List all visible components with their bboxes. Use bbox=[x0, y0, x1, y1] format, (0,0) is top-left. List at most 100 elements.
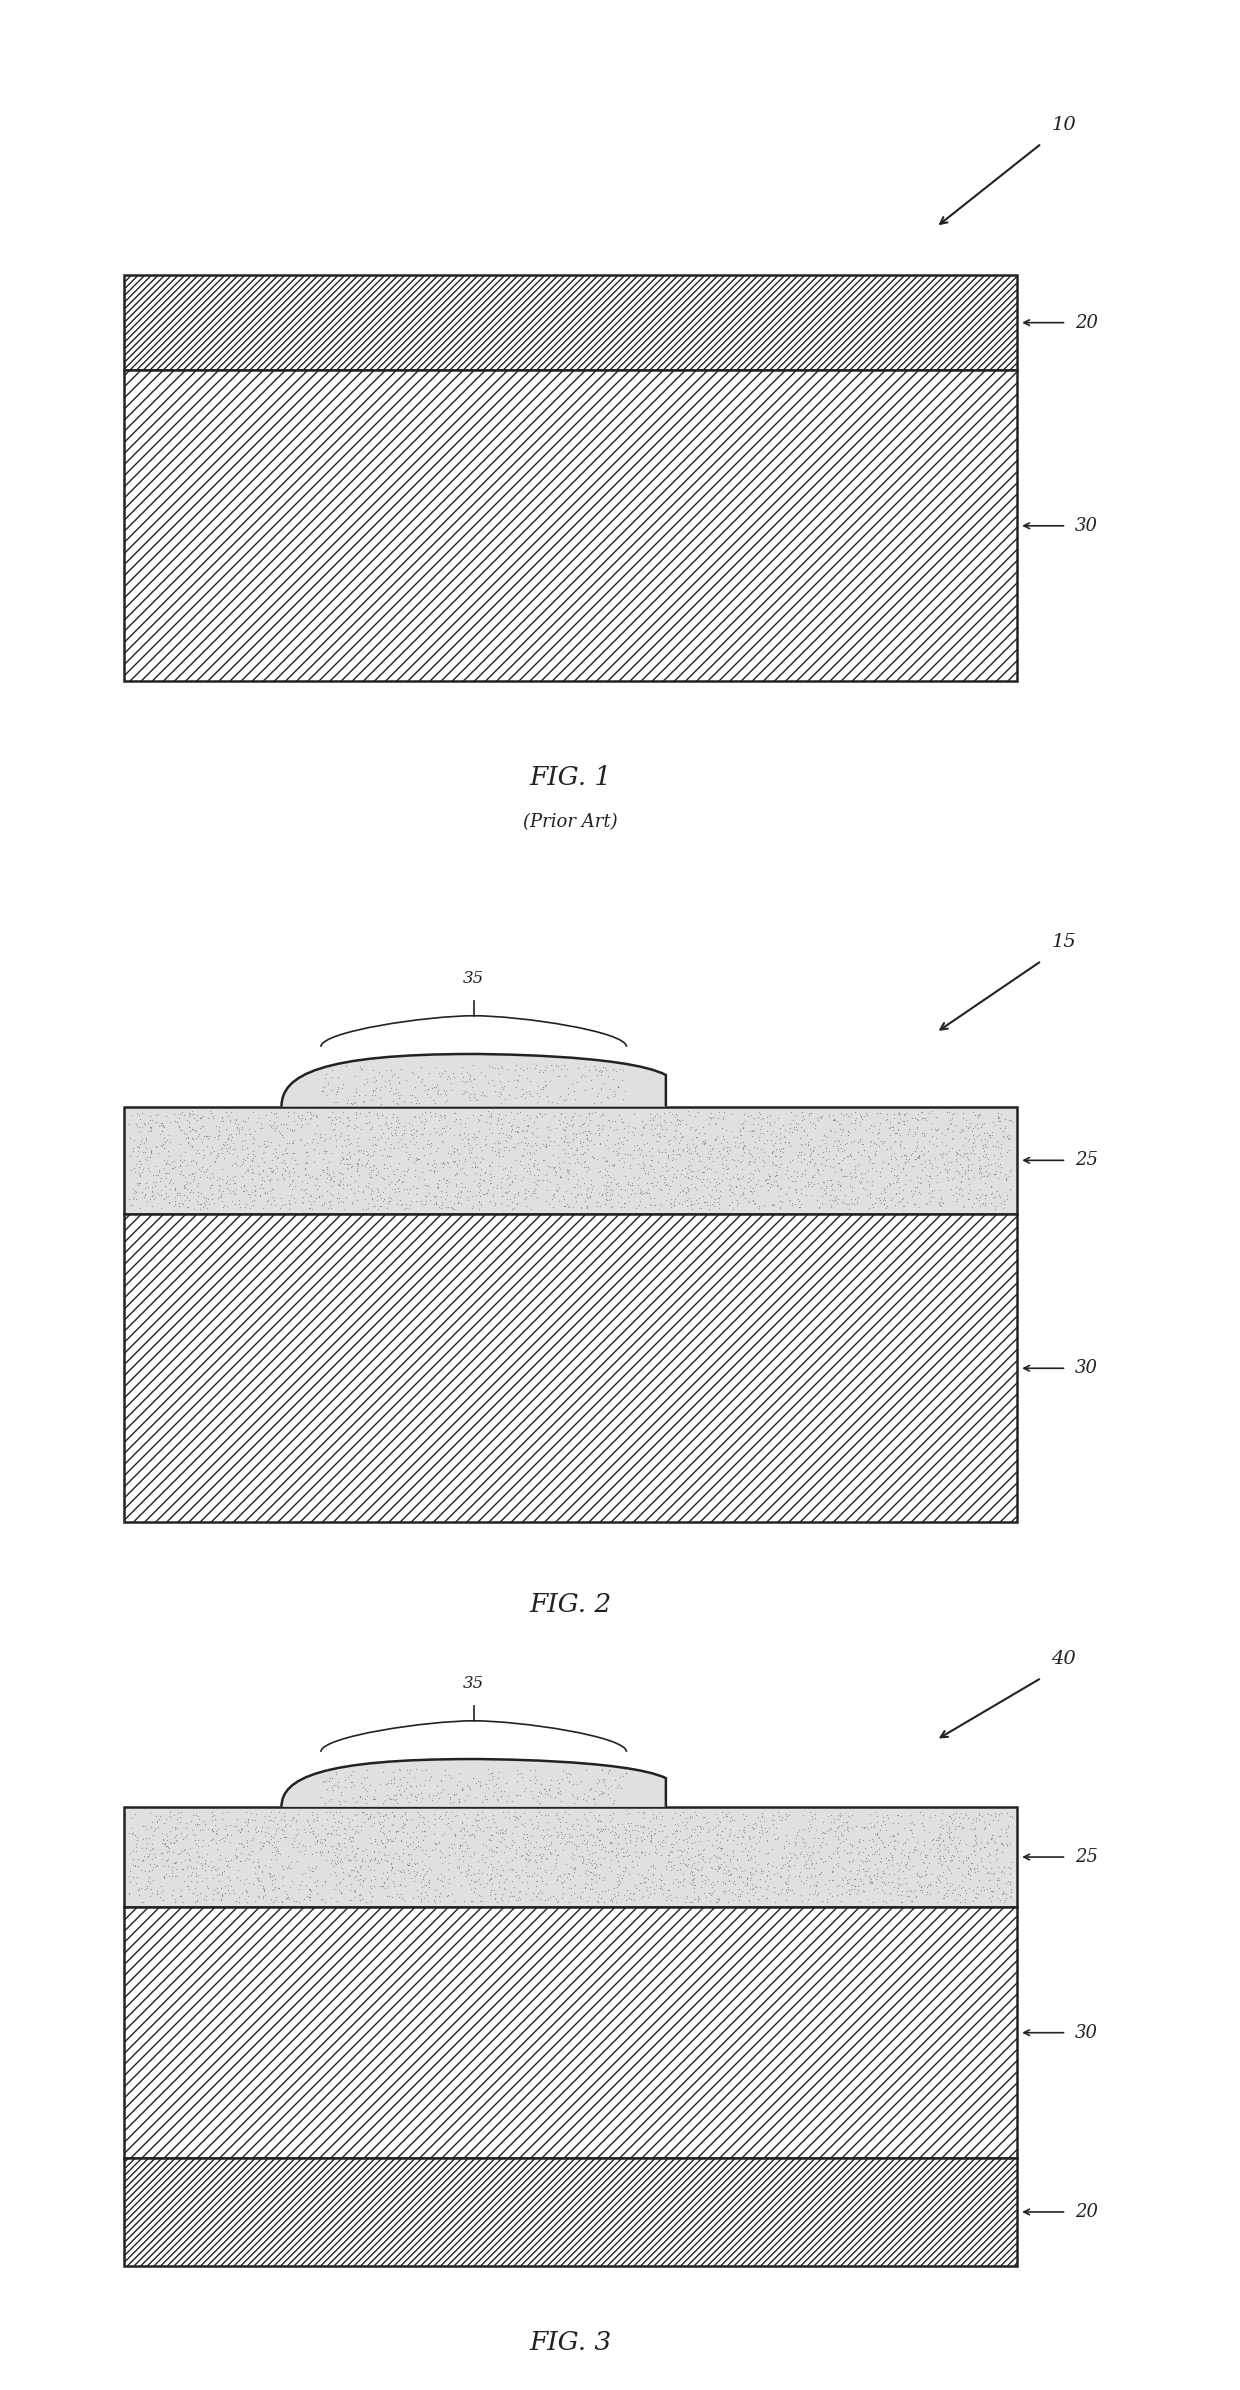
Point bbox=[420, 1135, 440, 1173]
Point bbox=[591, 1052, 611, 1090]
Point bbox=[851, 1097, 870, 1135]
Point bbox=[942, 1176, 962, 1214]
Point bbox=[777, 1867, 797, 1905]
Point bbox=[197, 1116, 217, 1154]
Point bbox=[186, 1850, 206, 1888]
Point bbox=[445, 1095, 465, 1133]
Point bbox=[577, 1845, 596, 1883]
Point bbox=[915, 1855, 935, 1893]
Point bbox=[274, 1819, 294, 1857]
Point bbox=[350, 1864, 370, 1902]
Point bbox=[195, 1850, 215, 1888]
Point bbox=[904, 1804, 924, 1843]
Point bbox=[692, 1164, 712, 1202]
Point bbox=[257, 1173, 277, 1212]
Point bbox=[412, 1116, 432, 1154]
Point bbox=[253, 1826, 273, 1864]
Point bbox=[486, 1850, 506, 1888]
Point bbox=[615, 1142, 635, 1181]
Point bbox=[587, 1883, 606, 1922]
Point bbox=[362, 1181, 382, 1219]
Point bbox=[443, 1190, 463, 1228]
Point bbox=[408, 1140, 428, 1178]
Point bbox=[538, 1147, 558, 1185]
Point bbox=[888, 1109, 908, 1147]
Point bbox=[620, 1135, 640, 1173]
Point bbox=[696, 1123, 715, 1162]
Point bbox=[371, 1068, 391, 1107]
Point bbox=[888, 1824, 908, 1862]
Point bbox=[439, 1836, 459, 1874]
Point bbox=[888, 1795, 908, 1833]
Point bbox=[551, 1157, 570, 1195]
Point bbox=[937, 1109, 957, 1147]
Point bbox=[413, 1797, 433, 1836]
Point bbox=[551, 1814, 570, 1852]
Point bbox=[856, 1095, 875, 1133]
Point bbox=[691, 1836, 711, 1874]
Point bbox=[557, 1049, 577, 1087]
Point bbox=[346, 1071, 366, 1109]
Point bbox=[182, 1128, 202, 1166]
Bar bbox=[124, 1807, 1017, 1907]
Point bbox=[707, 1862, 727, 1900]
Point bbox=[304, 1181, 324, 1219]
Point bbox=[560, 1173, 580, 1212]
Point bbox=[397, 1764, 417, 1802]
Point bbox=[187, 1116, 207, 1154]
Point bbox=[455, 1064, 475, 1102]
Point bbox=[749, 1138, 769, 1176]
Point bbox=[469, 1859, 489, 1898]
Point bbox=[640, 1133, 660, 1171]
Point bbox=[647, 1164, 667, 1202]
Point bbox=[779, 1855, 799, 1893]
Point bbox=[867, 1178, 887, 1217]
Point bbox=[920, 1145, 940, 1183]
Point bbox=[383, 1838, 403, 1876]
Point bbox=[425, 1883, 445, 1922]
Point bbox=[821, 1185, 841, 1224]
Point bbox=[229, 1883, 249, 1922]
Point bbox=[187, 1130, 207, 1169]
Point bbox=[357, 1145, 377, 1183]
Point bbox=[957, 1838, 977, 1876]
Point bbox=[384, 1797, 404, 1836]
Point bbox=[655, 1095, 675, 1133]
Point bbox=[939, 1816, 959, 1855]
Point bbox=[650, 1859, 670, 1898]
Point bbox=[337, 1166, 357, 1205]
Point bbox=[562, 1807, 582, 1845]
Point bbox=[543, 1188, 563, 1226]
Point bbox=[932, 1123, 952, 1162]
Point bbox=[971, 1871, 991, 1910]
Point bbox=[232, 1826, 252, 1864]
Point bbox=[486, 1814, 506, 1852]
Point bbox=[489, 1099, 508, 1138]
Point bbox=[656, 1147, 676, 1185]
Point bbox=[613, 1828, 632, 1867]
Point bbox=[399, 1123, 419, 1162]
Point bbox=[248, 1843, 268, 1881]
Point bbox=[285, 1166, 305, 1205]
Point bbox=[423, 1831, 443, 1869]
Point bbox=[854, 1871, 874, 1910]
Point bbox=[309, 1133, 329, 1171]
Point bbox=[515, 1807, 534, 1845]
Point bbox=[503, 1797, 523, 1836]
Point bbox=[211, 1881, 231, 1919]
Point bbox=[652, 1826, 672, 1864]
Point bbox=[889, 1092, 909, 1130]
Point bbox=[930, 1814, 950, 1852]
Point bbox=[806, 1812, 826, 1850]
Point bbox=[523, 1133, 543, 1171]
Point bbox=[427, 1776, 446, 1814]
Point bbox=[630, 1807, 650, 1845]
Point bbox=[723, 1864, 743, 1902]
Point bbox=[363, 1804, 383, 1843]
Point bbox=[129, 1128, 149, 1166]
Point bbox=[983, 1800, 1003, 1838]
Point bbox=[184, 1795, 203, 1833]
Point bbox=[839, 1843, 859, 1881]
Point bbox=[128, 1821, 148, 1859]
Point bbox=[828, 1838, 848, 1876]
